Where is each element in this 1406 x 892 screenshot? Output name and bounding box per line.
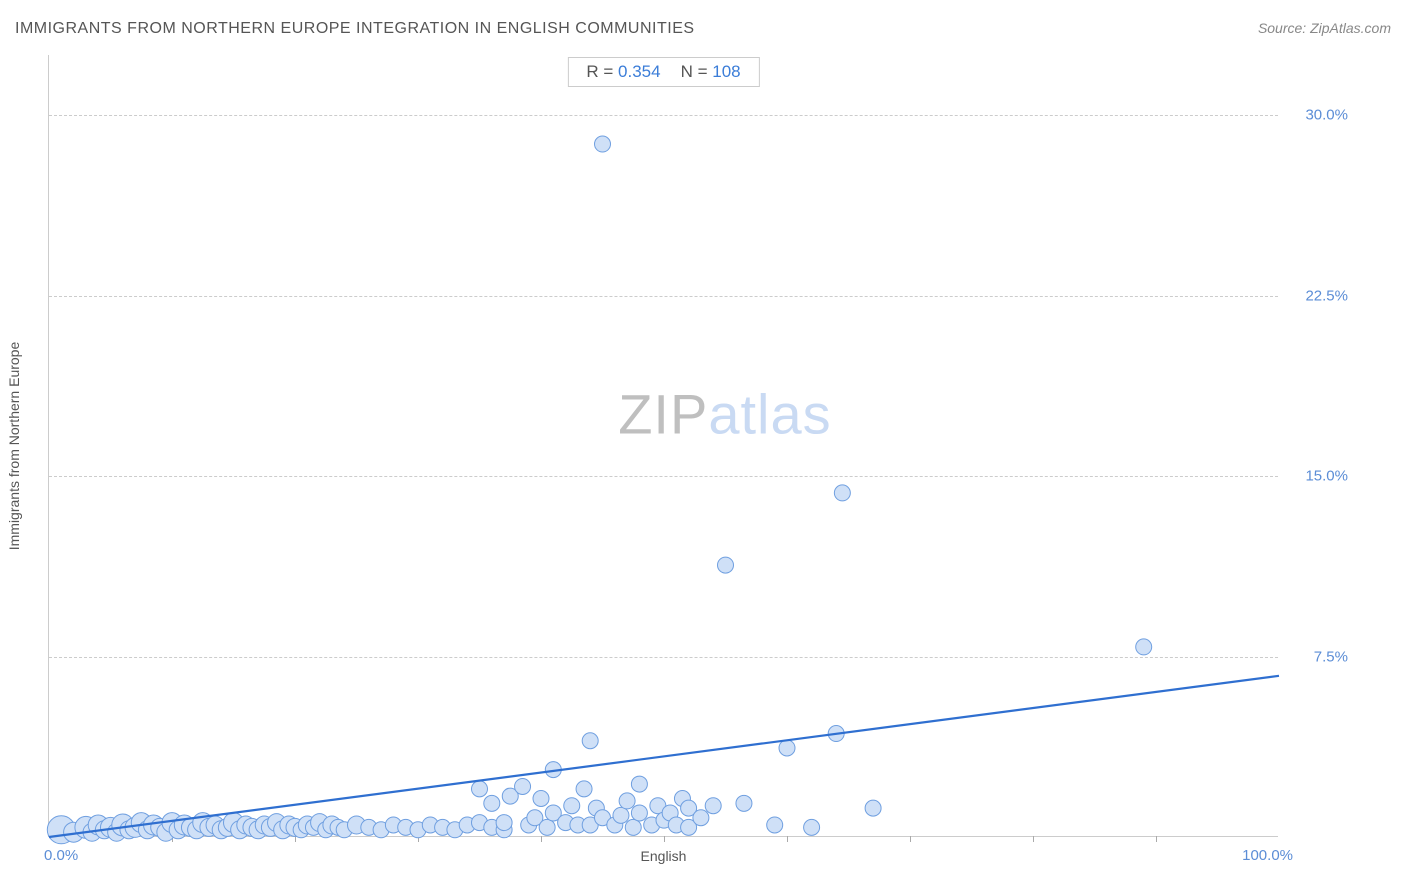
scatter-point xyxy=(484,795,500,811)
stat-n-label: N = xyxy=(681,62,713,81)
chart-header: IMMIGRANTS FROM NORTHERN EUROPE INTEGRAT… xyxy=(15,20,1391,38)
x-axis-label: English xyxy=(641,848,687,864)
x-tick xyxy=(295,836,296,842)
x-tick xyxy=(541,836,542,842)
y-tick-label: 7.5% xyxy=(1288,648,1348,665)
scatter-point xyxy=(564,798,580,814)
x-tick xyxy=(787,836,788,842)
chart-title: IMMIGRANTS FROM NORTHERN EUROPE INTEGRAT… xyxy=(15,20,695,38)
scatter-plot xyxy=(49,55,1278,836)
scatter-point xyxy=(804,819,820,835)
scatter-point xyxy=(576,781,592,797)
scatter-point xyxy=(718,557,734,573)
scatter-point xyxy=(582,733,598,749)
scatter-point xyxy=(515,778,531,794)
scatter-point xyxy=(693,810,709,826)
scatter-point xyxy=(779,740,795,756)
scatter-point xyxy=(613,807,629,823)
scatter-point xyxy=(834,485,850,501)
scatter-point xyxy=(865,800,881,816)
x-axis-max-label: 100.0% xyxy=(1242,847,1293,864)
scatter-point xyxy=(767,817,783,833)
scatter-point xyxy=(1136,639,1152,655)
stat-r-value: 0.354 xyxy=(618,62,661,81)
scatter-point xyxy=(496,815,512,831)
scatter-point xyxy=(595,136,611,152)
source-name: ZipAtlas.com xyxy=(1310,20,1391,36)
scatter-point xyxy=(472,781,488,797)
y-tick-label: 22.5% xyxy=(1288,287,1348,304)
y-tick-label: 15.0% xyxy=(1288,468,1348,485)
scatter-point xyxy=(619,793,635,809)
stats-box: R = 0.354 N = 108 xyxy=(567,57,759,87)
x-tick xyxy=(910,836,911,842)
scatter-point xyxy=(631,805,647,821)
x-axis-min-label: 0.0% xyxy=(44,847,78,864)
scatter-point xyxy=(736,795,752,811)
x-tick xyxy=(1156,836,1157,842)
stat-n-value: 108 xyxy=(712,62,740,81)
x-tick xyxy=(1033,836,1034,842)
scatter-point xyxy=(539,819,555,835)
scatter-point xyxy=(705,798,721,814)
stat-r-label: R = xyxy=(586,62,618,81)
chart-source: Source: ZipAtlas.com xyxy=(1258,20,1391,36)
x-tick xyxy=(664,836,665,842)
y-tick-label: 30.0% xyxy=(1288,107,1348,124)
scatter-point xyxy=(631,776,647,792)
scatter-point xyxy=(625,819,641,835)
source-prefix: Source: xyxy=(1258,20,1310,36)
chart-plot-area: R = 0.354N = 108 ZIPatlas 7.5%15.0%22.5%… xyxy=(48,55,1278,837)
y-axis-label: Immigrants from Northern Europe xyxy=(6,341,22,550)
scatter-point xyxy=(533,791,549,807)
